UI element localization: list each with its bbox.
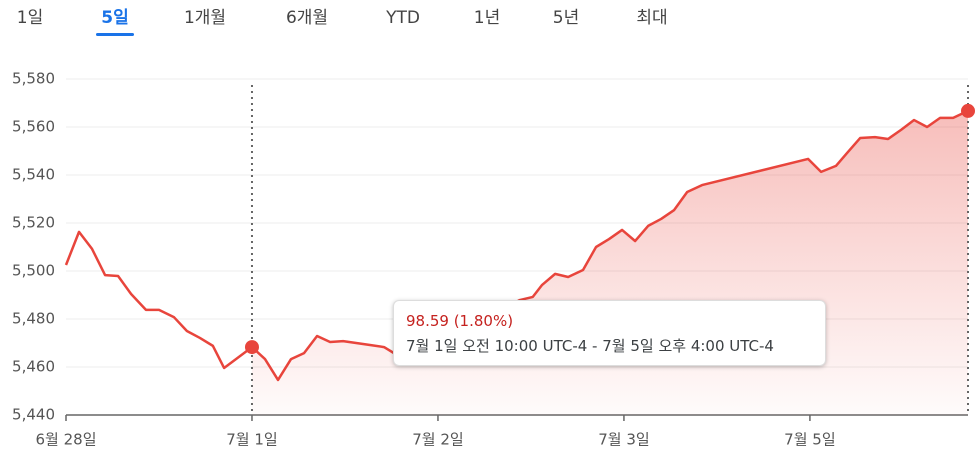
y-tick-label: 5,560 [12,118,55,136]
y-tick-label: 5,540 [12,166,55,184]
y-tick-label: 5,480 [12,310,55,328]
tab[interactable]: 1개월 [184,8,226,28]
tooltip-change: 98.59 (1.80%) [406,312,514,330]
tab[interactable]: 1년 [474,8,500,28]
tab[interactable]: 5년 [553,8,579,28]
x-tick-label: 7월 3일 [598,431,649,449]
tooltip: 98.59 (1.80%) 7월 1일 오전 10:00 UTC-4 - 7월 … [393,300,826,366]
selection-dot [961,103,975,118]
y-tick-label: 5,460 [12,358,55,376]
tooltip-range: 7월 1일 오전 10:00 UTC-4 - 7월 5일 오후 4:00 UTC… [406,337,774,355]
tab[interactable]: 5일 [101,8,128,28]
y-tick-label: 5,520 [12,214,55,232]
y-tick-label: 5,440 [12,406,55,424]
tab[interactable]: YTD [385,8,420,28]
x-tick-label: 7월 1일 [226,431,277,449]
selection-area [251,110,969,416]
selection-dot [244,340,259,355]
y-tick-label: 5,500 [12,262,55,280]
y-tick-label: 5,580 [12,70,55,88]
tab[interactable]: 1일 [17,8,43,28]
tab[interactable]: 최대 [636,8,667,28]
x-tick-label: 6월 28일 [36,431,97,449]
x-tick-label: 7월 5일 [784,431,835,449]
x-tick-label: 7월 2일 [412,431,463,449]
tab[interactable]: 6개월 [286,8,328,28]
tab-indicator [96,33,134,36]
